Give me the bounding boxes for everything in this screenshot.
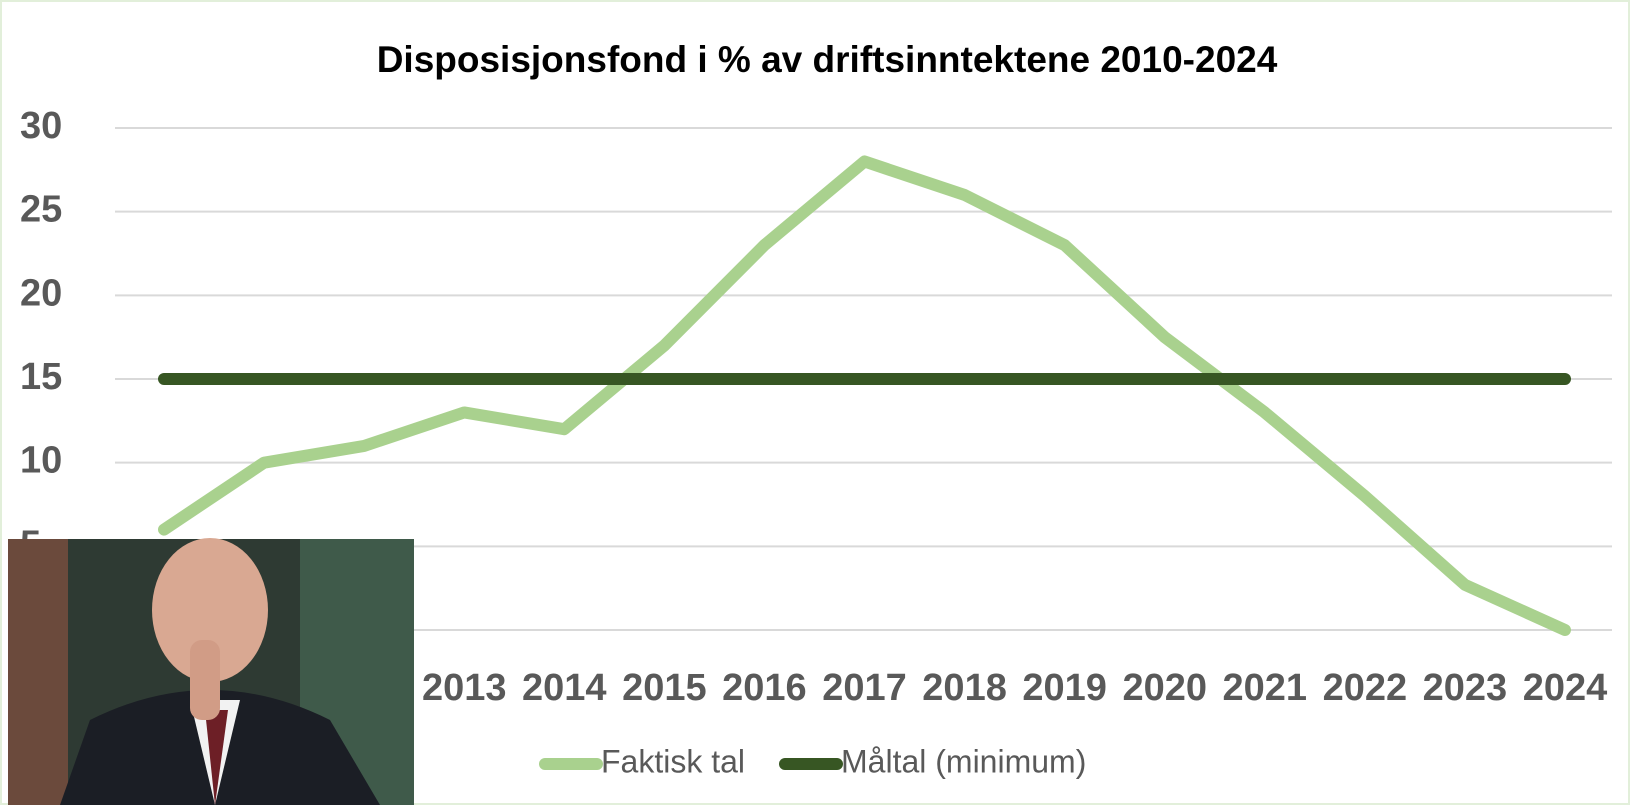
chart: Disposisjonsfond i % av driftsinntektene… <box>0 0 1630 805</box>
chart-title: Disposisjonsfond i % av driftsinntektene… <box>377 39 1278 80</box>
x-tick-label: 2017 <box>822 667 907 709</box>
legend-label: Måltal (minimum) <box>841 743 1086 779</box>
x-tick-label: 2014 <box>522 667 607 709</box>
x-tick-label: 2020 <box>1122 667 1207 709</box>
x-tick-label: 2016 <box>722 667 807 709</box>
photo <box>8 538 414 805</box>
y-tick-label: 15 <box>20 356 62 398</box>
x-tick-label: 2023 <box>1423 667 1508 709</box>
y-tick-label: 25 <box>20 189 62 231</box>
x-tick-label: 2018 <box>922 667 1007 709</box>
y-tick-label: 30 <box>20 105 62 147</box>
x-tick-label: 2024 <box>1523 667 1608 709</box>
y-tick-label: 10 <box>20 440 62 482</box>
y-tick-label: 20 <box>20 272 62 314</box>
x-tick-label: 2013 <box>422 667 507 709</box>
x-tick-label: 2022 <box>1323 667 1408 709</box>
x-tick-label: 2021 <box>1223 667 1308 709</box>
x-tick-label: 2019 <box>1022 667 1107 709</box>
legend-label: Faktisk tal <box>601 743 745 779</box>
x-tick-label: 2015 <box>622 667 707 709</box>
